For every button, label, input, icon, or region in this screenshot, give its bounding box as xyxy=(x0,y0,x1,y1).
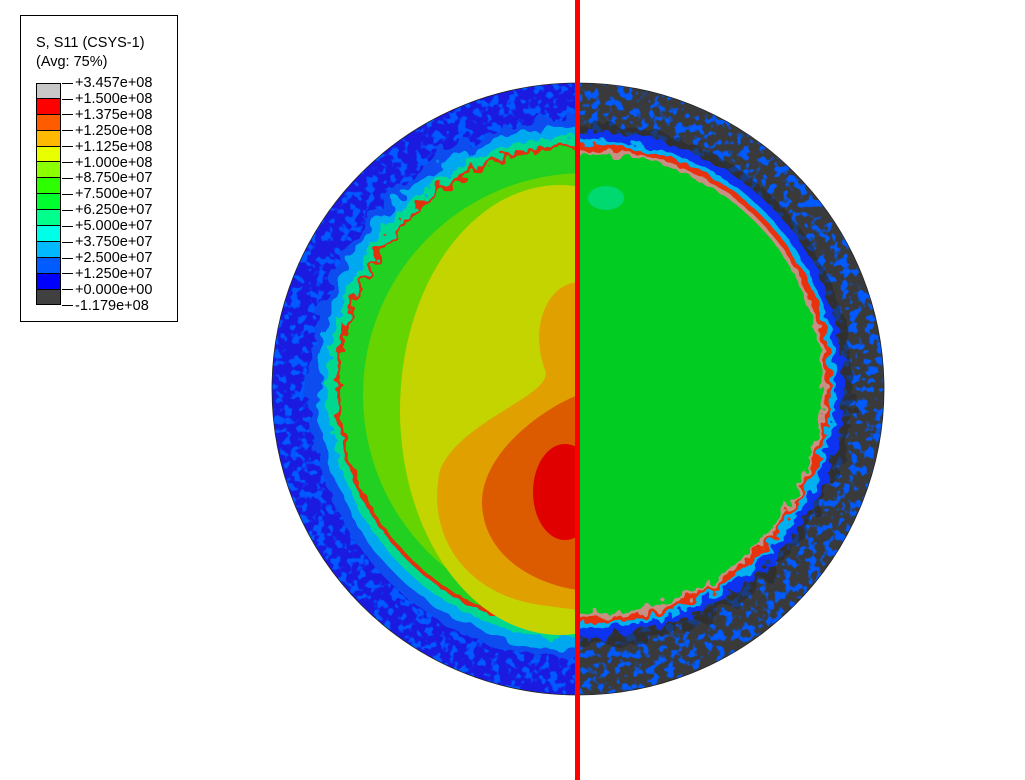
legend-swatch xyxy=(36,114,61,131)
legend-level-label: +5.000e+07 xyxy=(62,218,152,234)
legend-swatch xyxy=(36,83,61,99)
legend-level-label: +1.000e+08 xyxy=(62,155,152,171)
legend-swatch xyxy=(36,257,61,274)
legend-level-label: +0.000e+00 xyxy=(62,282,152,298)
legend-level-label: +6.250e+07 xyxy=(62,202,152,218)
legend-swatch xyxy=(36,226,61,242)
legend-level-label: +7.500e+07 xyxy=(62,186,152,202)
legend-swatch xyxy=(36,98,61,115)
legend-swatch xyxy=(36,241,61,258)
legend-swatch xyxy=(36,162,61,179)
right-half-contour xyxy=(578,83,884,695)
left-half-contour xyxy=(272,83,578,695)
legend-level-label: +3.457e+08 xyxy=(62,75,152,91)
legend-level-label: +2.500e+07 xyxy=(62,250,152,266)
legend-swatch xyxy=(36,178,61,195)
legend-color-bar xyxy=(36,83,61,306)
legend-title: S, S11 (CSYS-1) xyxy=(36,35,145,51)
legend-level-label: +1.250e+08 xyxy=(62,123,152,139)
legend-swatch xyxy=(36,210,61,227)
legend-level-label: +1.375e+08 xyxy=(62,107,152,123)
legend-swatch xyxy=(36,146,61,163)
legend-level-label: +8.750e+07 xyxy=(62,170,152,186)
legend-level-label: +1.250e+07 xyxy=(62,266,152,282)
legend-swatch xyxy=(36,289,61,306)
model-disk xyxy=(272,83,884,695)
legend-swatch xyxy=(36,194,61,211)
legend-swatch xyxy=(36,130,61,147)
contour-legend: S, S11 (CSYS-1) (Avg: 75%) +3.457e+08 +1.… xyxy=(20,15,178,322)
legend-level-label: +1.125e+08 xyxy=(62,139,152,155)
legend-level-label: +1.500e+08 xyxy=(62,91,152,107)
section-line xyxy=(575,0,580,780)
legend-averaging: (Avg: 75%) xyxy=(36,54,108,70)
legend-level-label: +3.750e+07 xyxy=(62,234,152,250)
legend-level-label: -1.179e+08 xyxy=(62,298,149,314)
legend-swatch xyxy=(36,273,61,290)
